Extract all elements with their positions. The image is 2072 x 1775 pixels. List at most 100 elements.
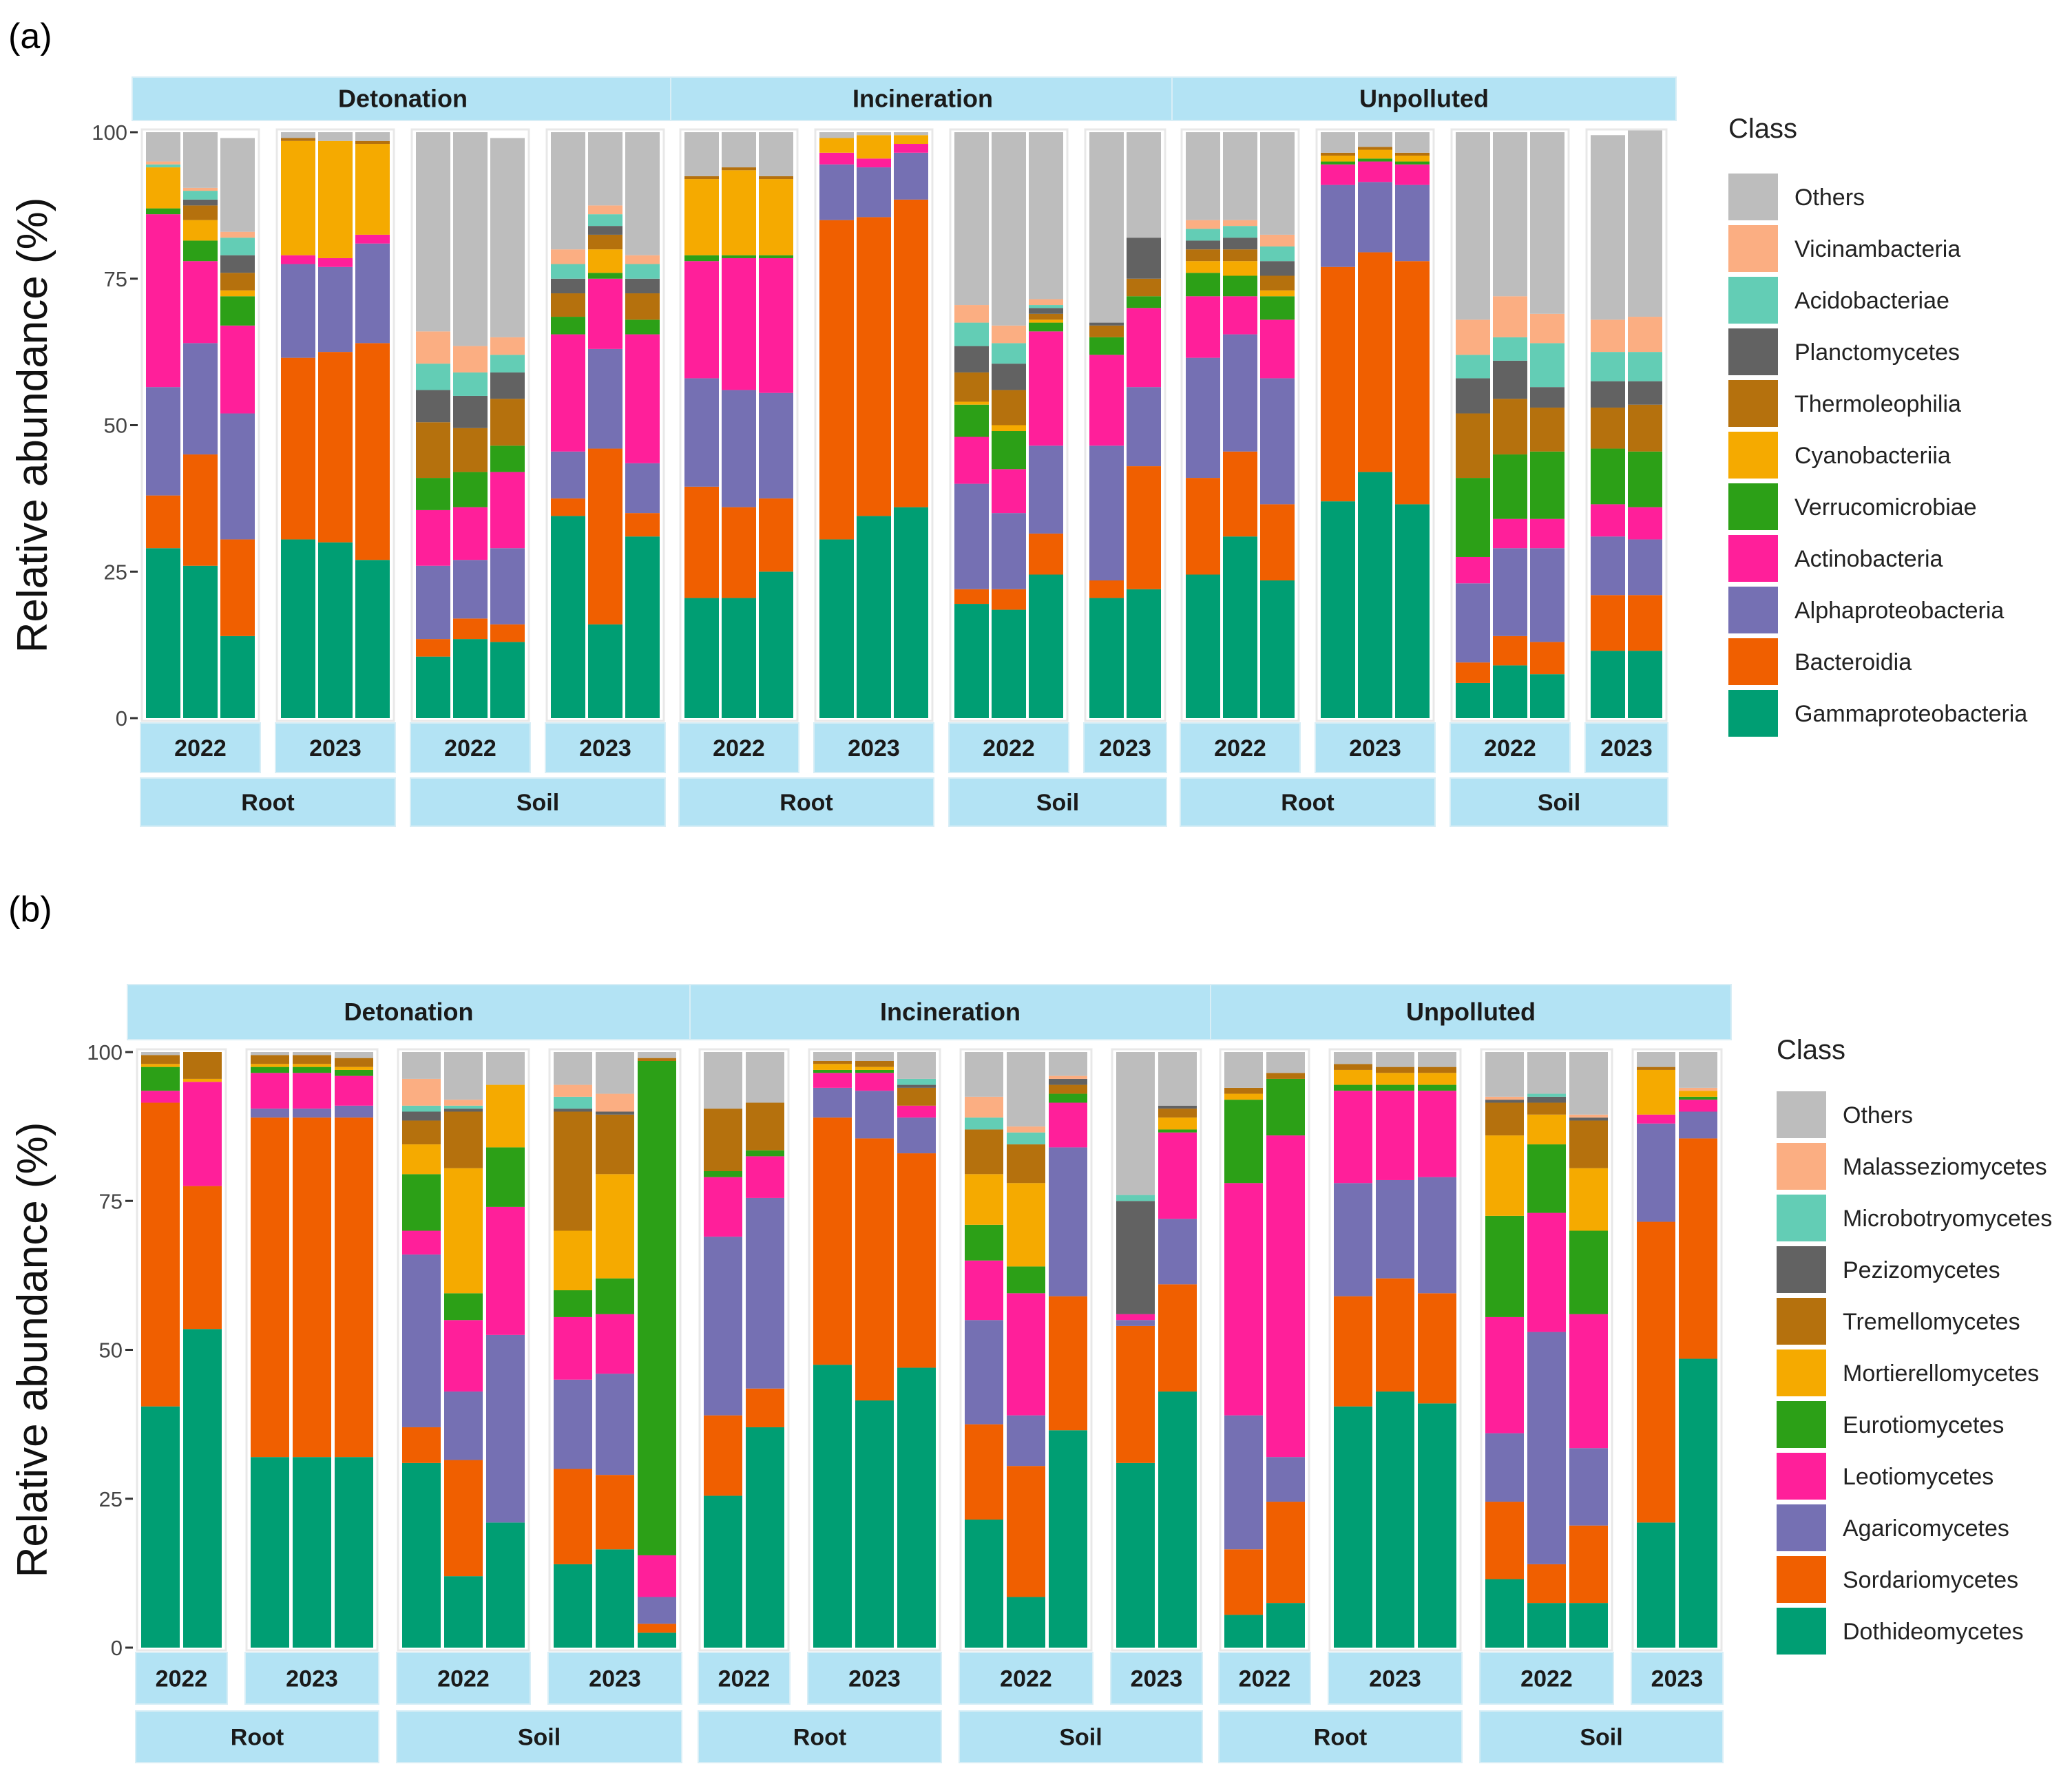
- bar-segment-dothideomycetes: [402, 1462, 441, 1648]
- bar-segment-dothideomycetes: [1637, 1522, 1675, 1648]
- bar-segment-sordariomycetes: [293, 1117, 331, 1458]
- bar-segment-thermoleophilia: [759, 176, 793, 180]
- legend-label: Cyanobacteriia: [1794, 443, 1951, 469]
- bar-segment-vicinambacteria: [146, 161, 180, 165]
- bar-segment-leotiomycetes: [251, 1073, 289, 1109]
- sample-label: Soil: [516, 790, 559, 816]
- bar-segment-planctomycetes: [220, 255, 255, 273]
- bar-segment-acidobacteriae: [1530, 343, 1565, 388]
- year-strip: [1180, 722, 1301, 773]
- year-label: 2022: [444, 735, 496, 762]
- bar-segment-bacteroidia: [1395, 261, 1430, 505]
- bar-segment-actinobacteria: [490, 472, 525, 549]
- bar-segment-alphaproteobacteria: [1358, 182, 1392, 253]
- bar-segment-tremellomycetes: [1158, 1109, 1197, 1118]
- bar-segment-gammaproteobacteria: [1089, 598, 1124, 718]
- bar-segment-eurotiomycetes: [965, 1224, 1003, 1261]
- bar-segment-leotiomycetes: [596, 1314, 634, 1374]
- bar-segment-tremellomycetes: [596, 1114, 634, 1175]
- bar-segment-bacteroidia: [1456, 662, 1490, 683]
- bar-segment-cyanobacteriia: [722, 170, 756, 255]
- bar-segment-others: [625, 132, 660, 255]
- bar-segment-alphaproteobacteria: [722, 390, 756, 507]
- bar-segment-sordariomycetes: [251, 1117, 289, 1458]
- bar-segment-agaricomycetes: [855, 1091, 894, 1139]
- bar-segment-actinobacteria: [1591, 504, 1625, 537]
- bar-segment-alphaproteobacteria: [1223, 334, 1257, 452]
- bar-segment-alphaproteobacteria: [1029, 445, 1063, 534]
- bar-segment-actinobacteria: [722, 258, 756, 390]
- bar-segment-thermoleophilia: [220, 273, 255, 291]
- bar-segment-dothideomycetes: [554, 1564, 592, 1648]
- bar-segment-actinobacteria: [894, 144, 928, 153]
- site-label: Unpolluted: [1359, 85, 1489, 113]
- site-label: Detonation: [338, 85, 468, 113]
- bar-segment-tremellomycetes: [335, 1058, 373, 1067]
- bar-segment-cyanobacteriia: [220, 290, 255, 297]
- bar-segment-tremellomycetes: [638, 1058, 676, 1061]
- bar-segment-tremellomycetes: [855, 1060, 894, 1067]
- group-background: [275, 128, 395, 722]
- bar-segment-verrucomicrobiae: [1321, 161, 1355, 165]
- bar-segment-others: [1223, 132, 1257, 220]
- bar-segment-planctomycetes: [1186, 240, 1220, 250]
- bar-segment-vicinambacteria: [1029, 299, 1063, 306]
- bar-segment-gammaproteobacteria: [1395, 504, 1430, 718]
- bar-segment-vicinambacteria: [416, 331, 450, 364]
- bar-segment-mortierellomycetes: [444, 1168, 483, 1294]
- sample-label: Soil: [1059, 1725, 1102, 1751]
- year-strip: [959, 1652, 1093, 1705]
- bar-segment-gammaproteobacteria: [146, 548, 180, 718]
- year-label: 2022: [174, 735, 227, 762]
- bar-segment-gammaproteobacteria: [1456, 682, 1490, 718]
- sample-strip: [959, 1710, 1203, 1763]
- bar-segment-verrucomicrobiae: [1395, 161, 1430, 165]
- bar-segment-others: [722, 132, 756, 168]
- bar-segment-acidobacteriae: [1260, 246, 1295, 262]
- legend-label: Acidobacteriae: [1794, 288, 1949, 314]
- bar-segment-thermoleophilia: [1628, 404, 1662, 452]
- bar-segment-bacteroidia: [551, 498, 585, 516]
- bar-segment-agaricomycetes: [813, 1087, 852, 1118]
- year-label: 2023: [1131, 1666, 1183, 1692]
- bar-segment-thermoleophilia: [954, 372, 989, 402]
- bar-segment-bacteroidia: [1321, 266, 1355, 502]
- bar-segment-agaricomycetes: [1569, 1448, 1608, 1526]
- bar-segment-verrucomicrobiae: [416, 478, 450, 510]
- bar-segment-eurotiomycetes: [746, 1150, 784, 1157]
- bar-segment-microbotryomycetes: [444, 1105, 483, 1109]
- bar-segment-sordariomycetes: [746, 1388, 784, 1427]
- bar-segment-bacteroidia: [684, 486, 719, 598]
- bar-segment-tremellomycetes: [813, 1060, 852, 1064]
- bar-segment-bacteroidia: [490, 624, 525, 642]
- year-strip: [410, 722, 531, 773]
- bar-segment-thermoleophilia: [1127, 278, 1161, 297]
- bar-segment-alphaproteobacteria: [759, 392, 793, 498]
- legend-label: Leotiomycetes: [1843, 1464, 1993, 1490]
- bar-segment-dothideomycetes: [965, 1520, 1003, 1648]
- bar-segment-thermoleophilia: [625, 293, 660, 320]
- bar-segment-cyanobacteriia: [1029, 319, 1063, 323]
- bar-segment-cyanobacteriia: [1223, 261, 1257, 276]
- bar-segment-alphaproteobacteria: [954, 483, 989, 589]
- bar-segment-planctomycetes: [1089, 322, 1124, 326]
- bar-segment-vicinambacteria: [183, 187, 218, 191]
- bar-segment-others: [819, 132, 854, 138]
- bar-segment-agaricomycetes: [746, 1197, 784, 1389]
- bar-segment-eurotiomycetes: [1049, 1093, 1087, 1103]
- bar-segment-thermoleophilia: [416, 422, 450, 479]
- bar-segment-verrucomicrobiae: [588, 273, 622, 279]
- bar-segment-agaricomycetes: [965, 1320, 1003, 1425]
- bar-segment-eurotiomycetes: [596, 1278, 634, 1314]
- sample-strip: [678, 777, 934, 827]
- bar-segment-malasseziomycetes: [554, 1084, 592, 1097]
- bar-segment-cyanobacteriia: [281, 140, 315, 255]
- bar-segment-thermoleophilia: [551, 293, 585, 317]
- bar-segment-planctomycetes: [551, 278, 585, 294]
- year-strip: [396, 1652, 531, 1705]
- site-strip: [1171, 76, 1677, 121]
- year-strip: [1631, 1652, 1724, 1705]
- y-tick-label: 25: [99, 1487, 123, 1511]
- y-axis-label: Relative abundance (%): [9, 1122, 56, 1578]
- bar-segment-dothideomycetes: [897, 1367, 936, 1648]
